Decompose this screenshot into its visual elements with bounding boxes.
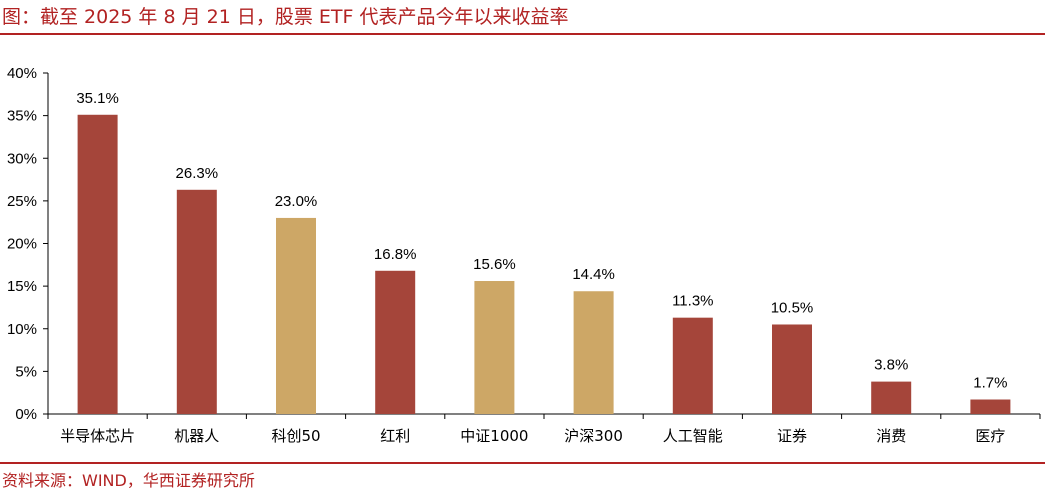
y-tick-label: 0% bbox=[15, 406, 37, 423]
data-label: 14.4% bbox=[572, 266, 615, 283]
data-label: 16.8% bbox=[374, 246, 417, 263]
bar bbox=[573, 291, 614, 414]
bar bbox=[375, 270, 416, 414]
labels: 35.1% 半导体芯片 26.3% 机器人 23.0% 科创50 16.8% 红利 15.6% 中… bbox=[60, 90, 1007, 445]
category-label: 人工智能 bbox=[663, 427, 723, 445]
bars bbox=[77, 114, 1011, 415]
bar bbox=[871, 381, 912, 414]
category-label: 科创50 bbox=[271, 427, 320, 445]
data-label: 11.3% bbox=[672, 293, 713, 310]
bar bbox=[77, 114, 118, 415]
data-label: 3.8% bbox=[874, 357, 908, 374]
bar bbox=[970, 399, 1011, 414]
category-label: 证券 bbox=[777, 427, 807, 445]
data-label: 1.7% bbox=[973, 375, 1007, 392]
data-label: 35.1% bbox=[76, 90, 119, 107]
bar bbox=[474, 281, 515, 414]
data-label: 23.0% bbox=[275, 193, 318, 210]
data-label: 10.5% bbox=[771, 299, 814, 316]
category-label: 医疗 bbox=[975, 427, 1005, 445]
category-label: 消费 bbox=[876, 427, 906, 445]
category-label: 机器人 bbox=[174, 427, 219, 445]
source-note: 资料来源：WIND，华西证券研究所 bbox=[2, 471, 255, 490]
bar bbox=[772, 324, 812, 414]
y-tick-label: 35% bbox=[7, 108, 37, 125]
bar bbox=[176, 189, 217, 414]
chart-title: 图：截至 2025 年 8 月 21 日，股票 ETF 代表产品今年以来收益率 bbox=[2, 6, 569, 28]
title-rule bbox=[0, 33, 1045, 35]
category-label: 红利 bbox=[380, 427, 410, 445]
y-tick-label: 30% bbox=[7, 150, 37, 167]
y-tick-label: 10% bbox=[7, 321, 37, 338]
data-label: 15.6% bbox=[473, 256, 516, 273]
y-tick-label: 20% bbox=[7, 236, 37, 253]
y-tick-label: 40% bbox=[7, 65, 37, 82]
category-label: 半导体芯片 bbox=[60, 427, 135, 445]
category-label: 沪深300 bbox=[564, 427, 623, 445]
y-tick-label: 25% bbox=[7, 193, 37, 210]
category-label: 中证1000 bbox=[460, 427, 528, 445]
y-tick-label: 5% bbox=[15, 363, 37, 380]
bar bbox=[672, 317, 713, 414]
y-tick-label: 15% bbox=[7, 278, 37, 295]
source-rule bbox=[0, 462, 1045, 464]
bar bbox=[276, 217, 316, 414]
data-label: 26.3% bbox=[176, 165, 219, 182]
